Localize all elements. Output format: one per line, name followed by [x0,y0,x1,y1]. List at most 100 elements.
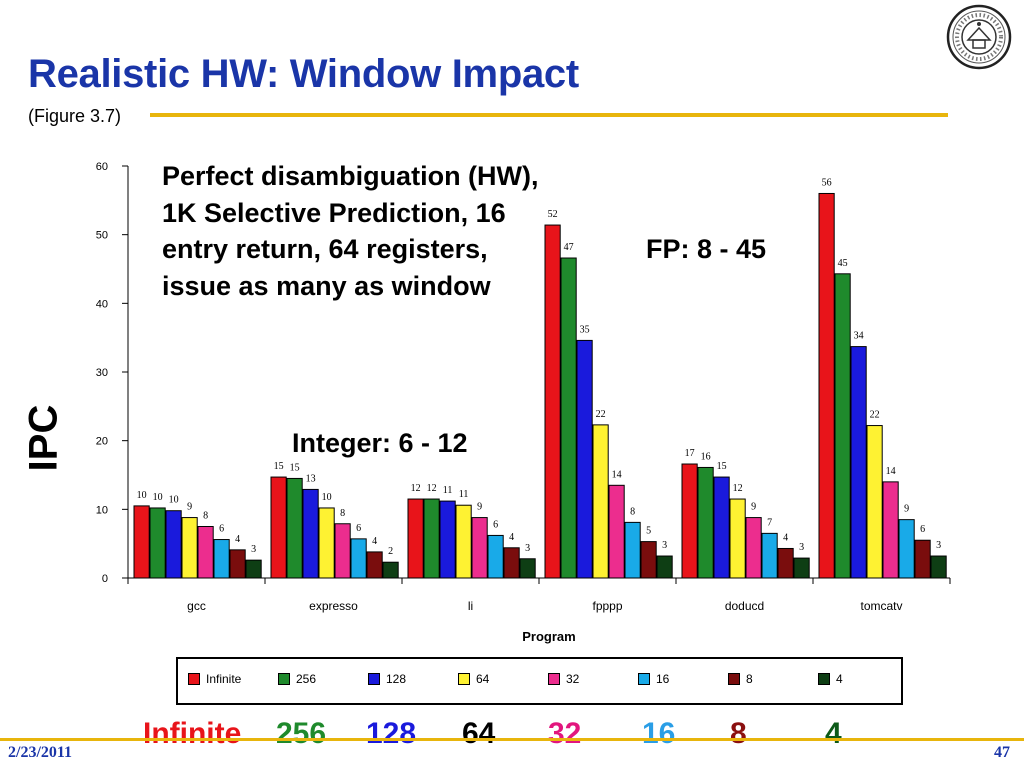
bar [608,484,625,579]
data-label: 52 [548,209,558,220]
legend-swatch [728,673,740,685]
data-label: 5 [646,526,651,537]
data-label: 15 [274,461,284,472]
bar [245,559,262,579]
data-label: 3 [662,540,667,551]
legend-label: 8 [746,672,753,686]
bar [350,538,367,579]
data-label: 8 [203,511,208,522]
bar [640,541,657,579]
bar-chart: 0 10 20 30 40 50 60 gcc expresso li fpppp doducd tom… [96,161,951,644]
bar [818,192,835,579]
bar [197,526,214,579]
bar [471,517,488,579]
bar [656,555,673,579]
legend-swatch [458,673,470,685]
data-label: 8 [630,506,635,517]
data-label: 16 [701,451,711,462]
bar [455,504,472,579]
bar [503,547,520,579]
x-tick-label: expresso [309,599,358,613]
data-label: 9 [904,504,909,515]
bar [834,273,851,579]
legend-item: 64 [458,672,489,686]
color-key-label: 256 [276,717,327,750]
legend-swatch [638,673,650,685]
data-label: 35 [580,324,590,335]
color-key-label: 128 [366,717,417,750]
data-label: 4 [235,534,240,545]
bar [560,257,577,579]
footer-rule [0,738,1024,741]
data-label: 2 [388,546,393,557]
bar [407,498,424,579]
data-label: 15 [290,462,300,473]
data-label: 17 [685,448,695,459]
bar [544,224,561,579]
legend-swatch [548,673,560,685]
y-tick-label: 0 [102,573,108,585]
bar [681,463,698,579]
data-label: 9 [477,502,482,513]
bar [882,481,899,579]
color-key-label: 4 [825,717,842,750]
data-label: 3 [799,542,804,553]
data-label: 22 [596,409,606,420]
data-label: 45 [838,258,848,269]
bar [423,498,440,579]
data-label: 34 [854,331,864,342]
slide-date: 2/23/2011 [8,744,73,761]
y-tick-label: 10 [96,504,108,516]
bar [697,466,714,579]
legend-label: 32 [566,672,580,686]
bar [133,505,150,579]
legend-swatch [368,673,380,685]
data-label: 3 [251,544,256,555]
bar [576,339,593,579]
data-label: 8 [340,508,345,519]
data-label: 10 [137,490,147,501]
legend-label: Infinite [206,672,242,686]
data-label: 56 [822,177,832,188]
x-tick-label: tomcatv [860,599,902,613]
config-description: Perfect disambiguation (HW), 1K Selectiv… [162,161,539,301]
bar [898,519,915,579]
integer-range-annotation: Integer: 6 - 12 [292,428,468,458]
x-tick-label: gcc [187,599,206,613]
legend-label: 64 [476,672,490,686]
bar [318,507,335,579]
bar [149,507,166,579]
data-label: 22 [870,410,880,421]
legend-item: 32 [548,672,579,686]
legend-swatch [188,673,200,685]
data-label: 10 [322,492,332,503]
bar [229,549,246,579]
y-tick-label: 30 [96,367,108,379]
legend-item: 8 [728,672,753,686]
color-key-label: 8 [730,717,747,750]
data-label: 14 [612,469,622,480]
bar [745,517,762,579]
legend-label: 4 [836,672,843,686]
bar [487,534,504,579]
data-label: 6 [219,524,224,535]
legend-item: 128 [368,672,406,686]
x-tick-label: fpppp [592,599,622,613]
legend-swatch [818,673,830,685]
data-label: 4 [783,532,788,543]
data-label: 4 [372,536,377,547]
data-label: 10 [169,495,179,506]
bar [302,488,319,579]
x-axis-label: Program [522,629,575,644]
data-label: 14 [886,466,896,477]
y-tick-label: 50 [96,230,108,242]
bar [777,547,794,579]
data-label: 9 [187,502,192,513]
x-tick-label: doducd [725,599,764,613]
data-label: 7 [767,517,772,528]
chart-legend: Infinite 256 128 64 32 16 8 4 [176,657,903,705]
legend-label: 256 [296,672,317,686]
bar [165,510,182,579]
color-key-label: 32 [548,717,582,750]
color-key-label: 64 [462,717,496,750]
